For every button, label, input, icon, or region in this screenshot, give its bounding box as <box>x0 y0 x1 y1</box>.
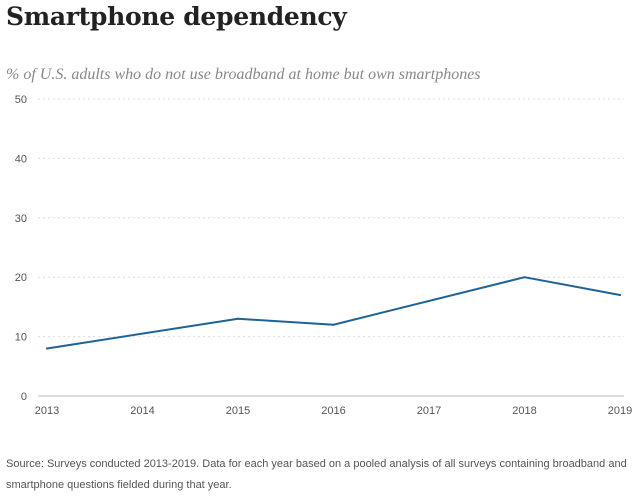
y-tick-label-40: 40 <box>15 153 27 165</box>
chart-subtitle: % of U.S. adults who do not use broadban… <box>6 66 481 83</box>
data-point-2016 <box>332 323 335 326</box>
series-line <box>46 276 621 350</box>
x-tick-label-2017: 2017 <box>417 405 441 417</box>
chart-title: Smartphone dependency <box>6 2 347 31</box>
x-tick-label-2014: 2014 <box>130 405 154 417</box>
x-axis: 2013 2014 2015 2016 2017 2018 2019 <box>35 405 632 417</box>
x-tick-label-2015: 2015 <box>226 405 250 417</box>
series-layer <box>46 276 621 350</box>
y-tick-label-10: 10 <box>15 332 27 344</box>
data-point-2013 <box>46 347 48 350</box>
source-note: Source: Surveys conducted 2013-2019. Dat… <box>6 458 627 491</box>
data-point-2015 <box>237 317 239 320</box>
x-tick-label-2019: 2019 <box>608 405 632 417</box>
x-tick-label-2013: 2013 <box>35 405 59 417</box>
y-axis: 0 10 20 30 40 50 <box>15 94 27 403</box>
y-tick-label-30: 30 <box>15 213 27 225</box>
grid-lines <box>38 98 624 397</box>
line-chart: 0 10 20 30 40 50 2013 2014 2015 2016 2017 2018 2019 <box>15 94 632 417</box>
x-tick-label-2018: 2018 <box>512 405 536 417</box>
y-tick-label-20: 20 <box>15 272 27 284</box>
y-tick-label-50: 50 <box>15 94 27 106</box>
x-tick-label-2016: 2016 <box>321 405 345 417</box>
data-point-2018 <box>523 276 526 279</box>
y-tick-label-0: 0 <box>21 391 27 403</box>
data-point-2019 <box>619 294 621 297</box>
